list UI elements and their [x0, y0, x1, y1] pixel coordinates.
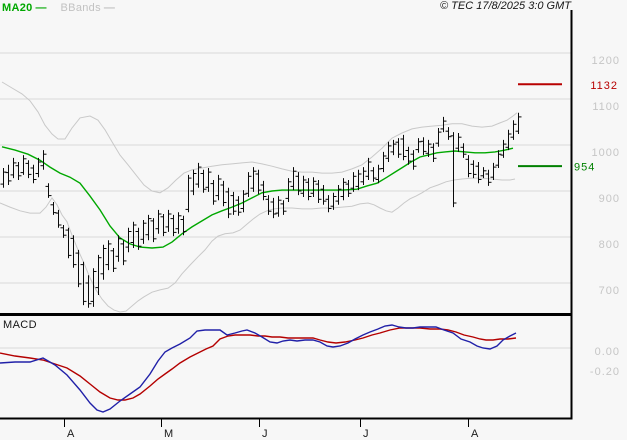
ref-line-label-1132: 1132	[590, 80, 618, 92]
ma20-line	[1, 146, 514, 249]
bollinger-lower-band-line	[0, 177, 516, 313]
copyright-text: © TEC 17/8/2025 3:0 GMT	[440, 0, 571, 12]
x-axis-tick-label: J	[363, 428, 369, 440]
chart-legend: MA20— BBands —	[2, 2, 115, 14]
legend-bbands-label: BBands	[60, 2, 101, 14]
y-axis-tick-label: 1200	[592, 55, 620, 67]
y-axis-tick-label: 1000	[592, 147, 620, 159]
bollinger-upper-band-line	[1, 81, 518, 194]
macd-main-line	[0, 324, 517, 413]
y-axis-tick-label: 1100	[592, 101, 620, 113]
x-axis-tick-label: J	[262, 428, 268, 440]
y-axis-tick-label: 900	[599, 193, 620, 205]
x-axis-tick-label: A	[471, 428, 479, 440]
macd-axis-tick-label: 0.00	[595, 346, 620, 358]
ma20-line-swatch: —	[35, 2, 47, 14]
x-axis-tick-label: M	[164, 428, 173, 440]
y-axis-tick-label: 800	[599, 239, 620, 251]
legend-ma20-label: MA20	[2, 2, 33, 14]
ref-line-label-954: 954	[574, 162, 595, 174]
macd-panel-label: MACD	[3, 319, 37, 331]
macd-axis-tick-label: -0.20	[590, 366, 620, 378]
macd-signal-line	[0, 327, 517, 401]
y-axis-tick-label: 700	[599, 285, 620, 297]
bbands-line-swatch: —	[103, 2, 115, 14]
x-axis-tick-label: A	[67, 428, 75, 440]
